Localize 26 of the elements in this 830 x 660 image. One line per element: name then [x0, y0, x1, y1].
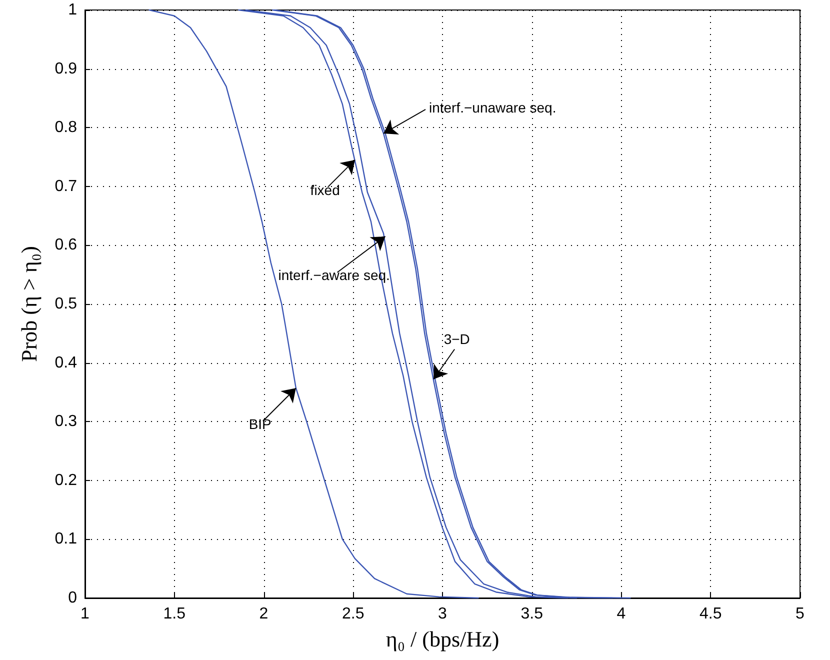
y-axis-title: Prob (η > η₀) — [16, 246, 42, 362]
x-tick-label: 3.5 — [520, 606, 544, 622]
annotation: fixed — [310, 182, 340, 198]
y-tick-label: 0.3 — [54, 413, 78, 430]
x-axis-title: η₀ / (bps/Hz) — [386, 626, 500, 652]
y-tick-label: 0.1 — [54, 530, 78, 548]
y-tick-label: 0.2 — [54, 472, 78, 489]
y-tick-label: 0.6 — [54, 236, 78, 254]
annotation: interf.−unaware seq. — [428, 99, 556, 116]
y-tick-label: 0.7 — [54, 178, 78, 195]
y-tick-label: 0 — [68, 590, 78, 606]
x-tick-label: 2 — [259, 606, 268, 622]
x-tick-label: 5 — [796, 606, 805, 622]
x-tick-label: 4.5 — [700, 606, 722, 622]
x-tick-label: 3 — [438, 606, 448, 622]
x-tick-label: 1.5 — [163, 606, 186, 622]
y-tick-label: 1 — [68, 2, 78, 18]
y-tick-label: 0.5 — [54, 296, 78, 312]
y-tick-label: 0.9 — [54, 60, 78, 78]
annotation: 3−D — [444, 330, 470, 347]
x-tick-label: 4 — [616, 606, 626, 622]
y-tick-label: 0.8 — [54, 119, 78, 136]
x-tick-label: 2.5 — [342, 606, 364, 622]
annotation: BIP — [248, 416, 272, 432]
x-tick-label: 1 — [80, 606, 90, 622]
y-tick-label: 0.4 — [54, 354, 78, 372]
